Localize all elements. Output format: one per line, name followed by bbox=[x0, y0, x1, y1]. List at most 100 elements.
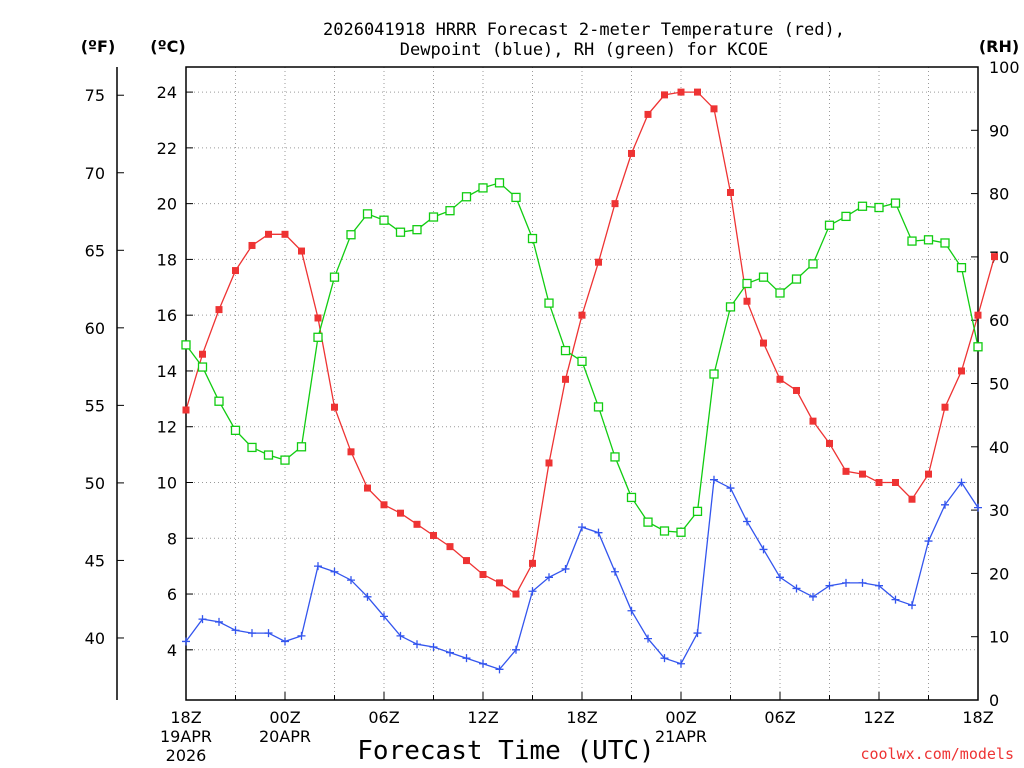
temperature-point bbox=[413, 520, 421, 528]
temperature-point bbox=[496, 579, 503, 587]
watermark: coolwx.com/models bbox=[860, 745, 1014, 763]
dewpoint-point bbox=[611, 567, 619, 576]
x-tick-label: 18Z bbox=[566, 708, 597, 727]
grid-lines bbox=[186, 67, 978, 700]
temperature-point bbox=[661, 91, 668, 99]
rh-point bbox=[379, 215, 389, 225]
temperature-point bbox=[331, 403, 338, 411]
dewpoint-point bbox=[561, 564, 570, 573]
celsius-tick-label: 16 bbox=[157, 306, 177, 325]
x-tick-date-label: 20APR bbox=[259, 727, 311, 746]
fahrenheit-tick-label: 40 bbox=[85, 629, 105, 648]
dewpoint-point bbox=[330, 567, 339, 576]
dewpoint-point bbox=[396, 631, 405, 640]
temperature-point bbox=[232, 267, 239, 275]
rh-point bbox=[280, 455, 290, 465]
dewpoint-point bbox=[297, 631, 306, 640]
rh-tick-label: 20 bbox=[989, 564, 1009, 583]
rh-tick-label: 90 bbox=[989, 121, 1009, 140]
rh-point bbox=[725, 302, 736, 312]
rh-point bbox=[313, 332, 323, 342]
temperature-point bbox=[281, 230, 289, 238]
fahrenheit-tick-label: 70 bbox=[85, 164, 105, 183]
dewpoint-point bbox=[528, 587, 537, 596]
temperature-point bbox=[760, 339, 767, 347]
rh-point bbox=[824, 220, 835, 230]
dewpoint-point bbox=[248, 629, 256, 638]
temperature-point bbox=[842, 467, 850, 475]
fahrenheit-tick-label: 55 bbox=[85, 396, 105, 415]
x-axis-title: Forecast Time (UTC) bbox=[357, 736, 654, 766]
dewpoint-point bbox=[182, 637, 190, 646]
temperature-point bbox=[512, 590, 520, 598]
rh-point bbox=[676, 527, 686, 537]
celsius-tick-label: 18 bbox=[157, 250, 177, 269]
rh-point bbox=[461, 192, 472, 202]
dewpoint-point bbox=[281, 637, 289, 646]
rh-point bbox=[775, 288, 785, 298]
rh-point bbox=[709, 369, 719, 379]
fahrenheit-tick-label: 50 bbox=[85, 474, 105, 493]
temperature-point bbox=[430, 531, 437, 539]
dewpoint-point bbox=[875, 581, 883, 590]
x-tick-label: 06Z bbox=[368, 708, 399, 727]
celsius-tick-label: 4 bbox=[167, 641, 177, 660]
rh-tick-label: 70 bbox=[989, 248, 1009, 267]
rh-point bbox=[841, 211, 851, 222]
dewpoint-point bbox=[446, 648, 454, 657]
temperature-line bbox=[185, 91, 996, 595]
temperature-point bbox=[991, 253, 998, 261]
x-tick-label: 00Z bbox=[665, 708, 696, 727]
dewpoint-point bbox=[347, 576, 355, 585]
temperature-point bbox=[397, 509, 404, 517]
temperature-series bbox=[182, 88, 998, 598]
dewpoint-point bbox=[842, 578, 850, 587]
celsius-tick-label: 14 bbox=[157, 362, 177, 381]
x-tick-label: 18Z bbox=[170, 708, 201, 727]
temperature-point bbox=[958, 367, 965, 375]
temperature-point bbox=[562, 375, 569, 383]
temperature-point bbox=[248, 241, 256, 249]
x-tick-label: 12Z bbox=[863, 708, 894, 727]
dewpoint-point bbox=[314, 562, 322, 571]
temperature-point bbox=[875, 478, 883, 486]
celsius-tick-label: 10 bbox=[157, 473, 177, 492]
dewpoint-point bbox=[264, 629, 273, 638]
rh-tick-label: 100 bbox=[989, 58, 1020, 77]
fahrenheit-tick-label: 75 bbox=[85, 86, 105, 105]
temperature-point bbox=[776, 375, 784, 383]
temperature-point bbox=[578, 311, 586, 319]
rh-point bbox=[808, 259, 818, 269]
x-tick-label: 12Z bbox=[467, 708, 498, 727]
dewpoint-point bbox=[429, 643, 438, 652]
rh-point bbox=[544, 298, 554, 308]
temperature-point bbox=[314, 314, 322, 322]
temperature-point bbox=[644, 110, 652, 118]
dewpoint-point bbox=[792, 584, 801, 593]
temperature-point bbox=[677, 88, 685, 96]
rh-point bbox=[511, 192, 521, 203]
temperature-point bbox=[908, 495, 916, 503]
dewpoint-point bbox=[363, 592, 372, 601]
temperature-point bbox=[545, 459, 553, 467]
rh-tick-label: 40 bbox=[989, 438, 1009, 457]
rh-tick-label: 60 bbox=[989, 311, 1009, 330]
rh-point bbox=[626, 492, 637, 503]
dewpoint-point bbox=[693, 629, 702, 638]
rh-point bbox=[692, 506, 703, 517]
temperature-point bbox=[859, 470, 866, 478]
celsius-tick-label: 20 bbox=[157, 195, 177, 214]
temperature-point bbox=[595, 258, 602, 266]
temperature-point bbox=[215, 306, 223, 314]
temperature-point bbox=[199, 350, 206, 358]
celsius-tick-label: 12 bbox=[157, 418, 177, 437]
rh-point bbox=[577, 356, 587, 366]
dewpoint-point bbox=[759, 545, 768, 554]
temperature-point bbox=[347, 448, 355, 456]
rh-point bbox=[857, 201, 868, 211]
temperature-point bbox=[298, 247, 305, 255]
rh-point bbox=[973, 342, 983, 352]
rh-tick-label: 10 bbox=[989, 628, 1009, 647]
rh-point bbox=[329, 272, 340, 282]
